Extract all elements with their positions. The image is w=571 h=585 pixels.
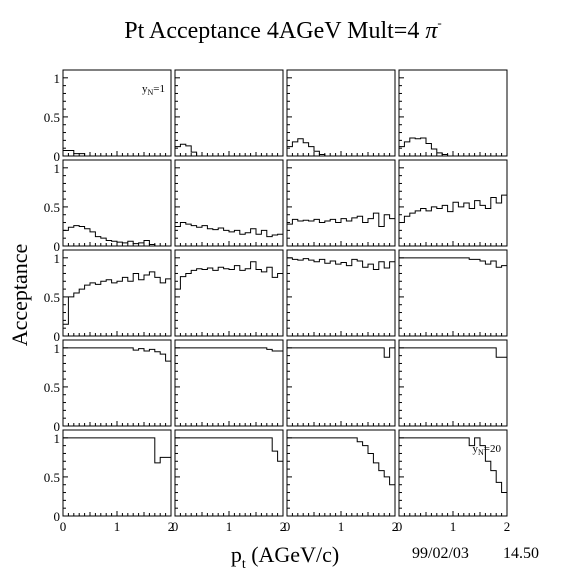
histogram-line: [62, 347, 171, 426]
panel-2: [174, 69, 284, 157]
panel-8: [398, 159, 508, 247]
panel-18: 0 1 2: [172, 429, 287, 534]
panel-9: 00.51: [44, 249, 172, 344]
x-tick-label: 0: [60, 519, 67, 534]
histogram-line: [174, 143, 283, 157]
panel-6: [174, 159, 284, 247]
histogram-line: [398, 347, 507, 426]
x-tick-label: 0: [284, 519, 291, 534]
histogram-line: [174, 437, 283, 516]
y-tick-label: 0.5: [44, 290, 60, 305]
x-tick-label: 0: [396, 519, 403, 534]
y-axis-title: Acceptance: [7, 244, 32, 347]
panel-14: [174, 339, 284, 427]
x-tick-label: 1: [450, 519, 457, 534]
panel-frame: [62, 159, 172, 247]
panel-frame: [174, 69, 284, 157]
footer-date: 99/02/03: [412, 545, 469, 562]
y-tick-label: 0: [54, 329, 61, 344]
panel-frame: [62, 339, 172, 427]
y-tick-label: 1: [54, 161, 61, 176]
histogram-line: [286, 347, 395, 426]
panel-20: 0 1 2 yN=20: [396, 429, 511, 534]
x-tick-label: 2: [504, 519, 511, 534]
panel-16: [398, 339, 508, 427]
panel-frame: [286, 429, 396, 517]
y-tick-label: 1: [54, 71, 61, 86]
histogram-line: [174, 347, 283, 426]
panel-4: [398, 69, 508, 157]
panel-label: yN=20: [473, 443, 502, 457]
x-tick-label: 1: [338, 519, 345, 534]
panel-frame: [286, 159, 396, 247]
panel-1: 0 0.5 1 yN=1: [44, 69, 172, 164]
histogram-line: [62, 437, 171, 516]
panel-12: [398, 249, 508, 337]
x-tick-label: 1: [114, 519, 121, 534]
panel-frame: [174, 429, 284, 517]
x-tick-label: 2: [392, 519, 399, 534]
panel-17: 0 0.5 1 0 1 2: [44, 429, 175, 534]
panel-19: 0 1 2: [284, 429, 399, 534]
y-tick-label: 0: [54, 149, 61, 164]
y-tick-label: 0: [54, 239, 61, 254]
panel-3: [286, 69, 396, 157]
histogram-line: [62, 271, 171, 336]
histogram-line: [286, 257, 395, 336]
panel-frame: [174, 249, 284, 337]
y-tick-label: 0.5: [44, 110, 60, 125]
histogram-line: [398, 257, 507, 336]
x-tick-label: 1: [226, 519, 233, 534]
histogram-line: [398, 194, 507, 246]
y-tick-label: 1: [54, 431, 61, 446]
panel-frame: [174, 339, 284, 427]
y-tick-label: 0.5: [44, 200, 60, 215]
panel-frame: [398, 339, 508, 427]
panel-13: 00.51: [44, 339, 172, 434]
x-tick-label: 2: [168, 519, 175, 534]
y-tick-label: 1: [54, 251, 61, 266]
y-tick-label: 0: [54, 509, 61, 524]
panel-frame: [286, 339, 396, 427]
footer-time: 14.50: [503, 545, 539, 562]
histogram-line: [62, 225, 171, 247]
y-tick-label: 0.5: [44, 380, 60, 395]
histogram-line: [174, 261, 283, 336]
y-tick-label: 1: [54, 341, 61, 356]
histogram-line: [174, 222, 283, 246]
panel-label: yN=1: [142, 83, 165, 97]
y-tick-label: 0.5: [44, 470, 60, 485]
panel-10: [174, 249, 284, 337]
panel-5: 00.51: [44, 159, 172, 254]
x-tick-label: 0: [172, 519, 179, 534]
chart-title: Pt Acceptance 4AGeV Mult=4 π-: [124, 15, 441, 44]
x-tick-label: 2: [280, 519, 287, 534]
panel-11: [286, 249, 396, 337]
panel-frame: [398, 69, 508, 157]
x-axis-title: pt (AGeV/c): [231, 542, 339, 572]
histogram-line: [398, 437, 507, 516]
y-tick-label: 0: [54, 419, 61, 434]
histogram-line: [286, 437, 395, 516]
panel-7: [286, 159, 396, 247]
histogram-line: [286, 212, 395, 246]
panel-15: [286, 339, 396, 427]
